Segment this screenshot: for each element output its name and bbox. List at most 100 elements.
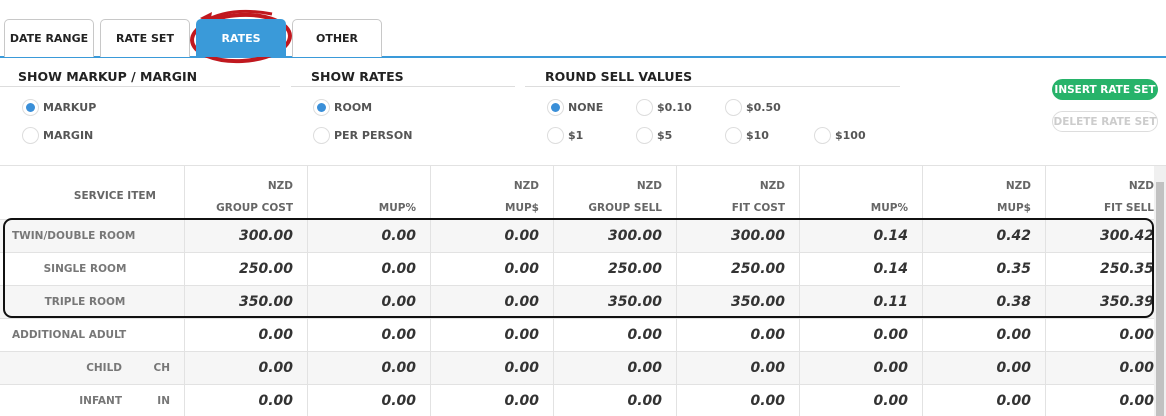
item-code: CH [153, 362, 171, 374]
highlight-box [3, 218, 1154, 318]
rate-cell[interactable]: 300.42 [1046, 220, 1166, 253]
rate-cell[interactable]: 300.00 [185, 220, 308, 253]
rate-cell[interactable]: 0.00 [308, 319, 431, 352]
column-label: MUP$ [997, 202, 1031, 214]
radio-button[interactable] [22, 127, 39, 144]
tab[interactable]: RATE SET [100, 19, 190, 57]
tab[interactable]: DATE RANGE [4, 19, 94, 57]
header-cell: NZD GROUP SELL [554, 166, 677, 220]
rate-cell[interactable]: 0.00 [800, 385, 923, 416]
rate-cell[interactable]: 300.00 [677, 220, 800, 253]
radio-label[interactable]: $0.10 [657, 101, 692, 114]
rate-cell[interactable]: 0.00 [800, 352, 923, 385]
service-item: TRIPLE ROOM [44, 296, 126, 308]
rate-cell[interactable]: 250.00 [677, 253, 800, 286]
header-cell: NZD MUP$ [923, 166, 1046, 220]
rate-cell[interactable]: 350.00 [677, 286, 800, 319]
header-cell: NZD FIT COST [677, 166, 800, 220]
radio-button[interactable] [547, 127, 564, 144]
radio-label[interactable]: $5 [657, 129, 673, 142]
item-code: IN [157, 395, 170, 407]
rate-cell[interactable]: 250.35 [1046, 253, 1166, 286]
rate-cell[interactable]: 250.00 [554, 253, 677, 286]
radio-button[interactable] [547, 99, 564, 116]
rate-cell[interactable]: 0.00 [308, 385, 431, 416]
rate-cell[interactable]: 0.00 [923, 385, 1046, 416]
rate-cell[interactable]: 0.00 [431, 352, 554, 385]
rate-cell[interactable]: 0.00 [554, 319, 677, 352]
radio-label[interactable]: MARKUP [43, 101, 97, 114]
item-cell: TWIN/DOUBLE ROOM [0, 220, 185, 253]
rate-cell[interactable]: 0.00 [308, 253, 431, 286]
tab[interactable]: OTHER [292, 19, 382, 57]
rate-cell[interactable]: 0.14 [800, 220, 923, 253]
radio-button[interactable] [636, 99, 653, 116]
scrollbar[interactable] [1154, 166, 1166, 416]
rate-cell[interactable]: 0.00 [1046, 319, 1166, 352]
radio-label[interactable]: ROOM [334, 101, 373, 114]
rate-cell[interactable]: 0.00 [1046, 385, 1166, 416]
rate-cell[interactable]: 0.00 [800, 319, 923, 352]
rate-cell[interactable]: 0.35 [923, 253, 1046, 286]
rate-cell[interactable]: 0.00 [677, 319, 800, 352]
rate-cell[interactable]: 0.00 [554, 352, 677, 385]
column-label: FIT SELL [1103, 202, 1154, 214]
rate-cell[interactable]: 0.00 [923, 352, 1046, 385]
radio-label[interactable]: $1 [568, 129, 584, 142]
radio-button[interactable] [725, 127, 742, 144]
radio-button[interactable] [814, 127, 831, 144]
button[interactable]: DELETE RATE SET [1052, 111, 1158, 132]
item-cell: CHILD CH [0, 352, 185, 385]
currency-label: NZD [1005, 180, 1031, 192]
rate-cell[interactable]: 0.00 [431, 253, 554, 286]
radio-label[interactable]: MARGIN [43, 129, 94, 142]
rate-cell[interactable]: 0.00 [431, 220, 554, 253]
rate-cell[interactable]: 0.00 [677, 352, 800, 385]
rate-cell[interactable]: 0.00 [554, 385, 677, 416]
rate-cell[interactable]: 0.00 [1046, 352, 1166, 385]
rate-cell[interactable]: 0.00 [431, 286, 554, 319]
column-label: FIT COST [731, 202, 785, 214]
rate-cell[interactable]: 0.00 [308, 220, 431, 253]
rate-cell[interactable]: 0.14 [800, 253, 923, 286]
rate-cell[interactable]: 0.00 [185, 385, 308, 416]
rate-cell[interactable]: 250.00 [185, 253, 308, 286]
rate-cell[interactable]: 0.00 [431, 385, 554, 416]
rate-cell[interactable]: 0.00 [308, 352, 431, 385]
header-cell: NZD MUP$ [431, 166, 554, 220]
button[interactable]: INSERT RATE SET [1052, 79, 1158, 100]
rate-cell[interactable]: 0.11 [800, 286, 923, 319]
rate-cell[interactable]: 0.38 [923, 286, 1046, 319]
tab[interactable]: RATES [196, 19, 286, 57]
radio-button[interactable] [725, 99, 742, 116]
radio-label[interactable]: NONE [568, 101, 604, 114]
rate-cell[interactable]: 0.00 [185, 352, 308, 385]
column-label: GROUP SELL [588, 202, 662, 214]
service-item: TWIN/DOUBLE ROOM [12, 230, 136, 242]
radio-label[interactable]: PER PERSON [334, 129, 413, 142]
rate-cell[interactable]: 0.42 [923, 220, 1046, 253]
scrollbar-thumb[interactable] [1156, 182, 1164, 416]
section-title: SHOW MARKUP / MARGIN [18, 69, 198, 84]
radio-button[interactable] [313, 99, 330, 116]
rate-cell[interactable]: 0.00 [431, 319, 554, 352]
rate-cell[interactable]: 350.00 [554, 286, 677, 319]
rate-cell[interactable]: 0.00 [185, 319, 308, 352]
radio-label[interactable]: $0.50 [746, 101, 781, 114]
item-cell: ADDITIONAL ADULT [0, 319, 185, 352]
radio-button[interactable] [22, 99, 39, 116]
service-item: SINGLE ROOM [43, 263, 127, 275]
radio-label[interactable]: $100 [835, 129, 866, 142]
radio-label[interactable]: $10 [746, 129, 769, 142]
header-cell: MUP% [800, 166, 923, 220]
rate-cell[interactable]: 0.00 [677, 385, 800, 416]
header-cell: NZD GROUP COST [185, 166, 308, 220]
rate-cell[interactable]: 350.00 [185, 286, 308, 319]
item-cell: INFANT IN [0, 385, 185, 416]
radio-button[interactable] [313, 127, 330, 144]
rate-cell[interactable]: 300.00 [554, 220, 677, 253]
rate-cell[interactable]: 0.00 [923, 319, 1046, 352]
radio-button[interactable] [636, 127, 653, 144]
rate-cell[interactable]: 0.00 [308, 286, 431, 319]
service-item: INFANT [79, 395, 122, 407]
